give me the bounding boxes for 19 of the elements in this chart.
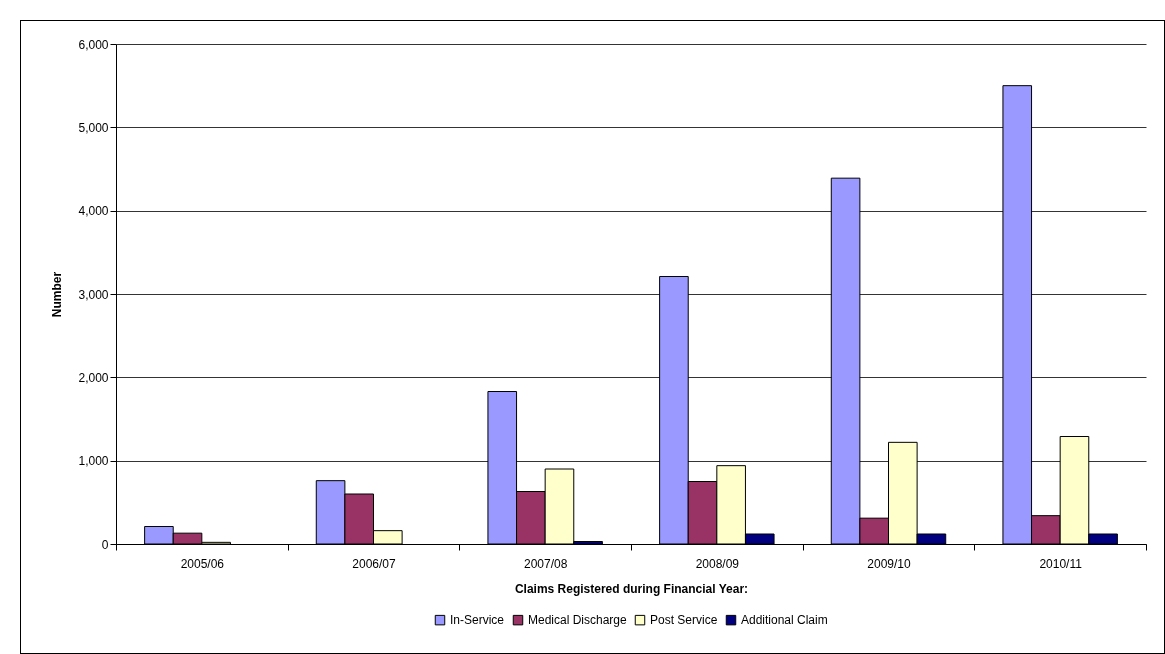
y-tick-label: 1,000 [78, 454, 109, 469]
x-tick-label: 2010/11 [1039, 556, 1083, 571]
y-axis-title: Number [50, 271, 65, 318]
x-tick-label: 2009/10 [867, 556, 912, 571]
y-tick-label: 0 [101, 537, 109, 552]
x-axis-title: Claims Registered during Financial Year: [514, 581, 749, 596]
x-tick-label: 2006/07 [352, 556, 397, 571]
legend-label: Post Service [650, 613, 718, 628]
legend-label: Additional Claim [741, 613, 828, 628]
y-tick-label: 2,000 [78, 370, 109, 385]
legend-label: Medical Discharge [528, 613, 628, 628]
legend-label: In-Service [450, 613, 505, 628]
y-tick-label: 3,000 [78, 287, 109, 302]
x-tick-label: 2008/09 [695, 556, 740, 571]
x-tick-label: 2007/08 [523, 556, 568, 571]
y-tick-label: 4,000 [78, 204, 109, 219]
y-tick-label: 5,000 [78, 120, 109, 135]
x-tick-label: 2005/06 [180, 556, 225, 571]
y-tick-label: 6,000 [78, 37, 109, 52]
